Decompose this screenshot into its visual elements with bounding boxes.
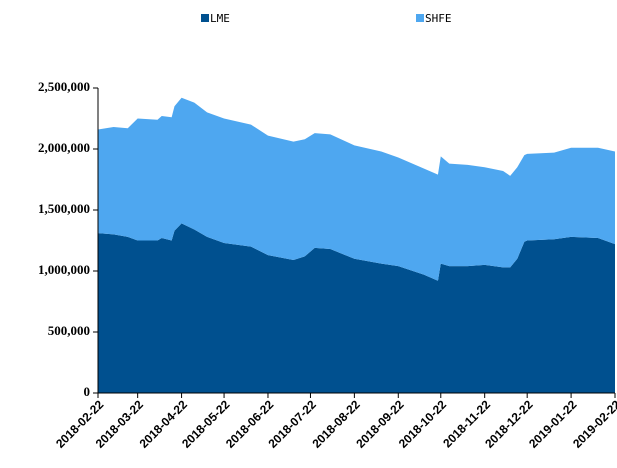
legend-swatch bbox=[416, 14, 424, 22]
y-tick-label: 500,000 bbox=[48, 323, 90, 338]
y-tick-label: 0 bbox=[84, 384, 91, 399]
legend-swatch bbox=[201, 14, 209, 22]
legend-label: SHFE bbox=[425, 12, 452, 25]
legend-label: LME bbox=[210, 12, 230, 25]
area bbox=[98, 223, 615, 393]
y-tick-label: 1,000,000 bbox=[38, 262, 90, 277]
y-tick-label: 2,000,000 bbox=[38, 140, 90, 155]
area bbox=[98, 97, 615, 281]
y-tick-label: 1,500,000 bbox=[38, 201, 90, 216]
y-tick-label: 2,500,000 bbox=[38, 79, 90, 94]
